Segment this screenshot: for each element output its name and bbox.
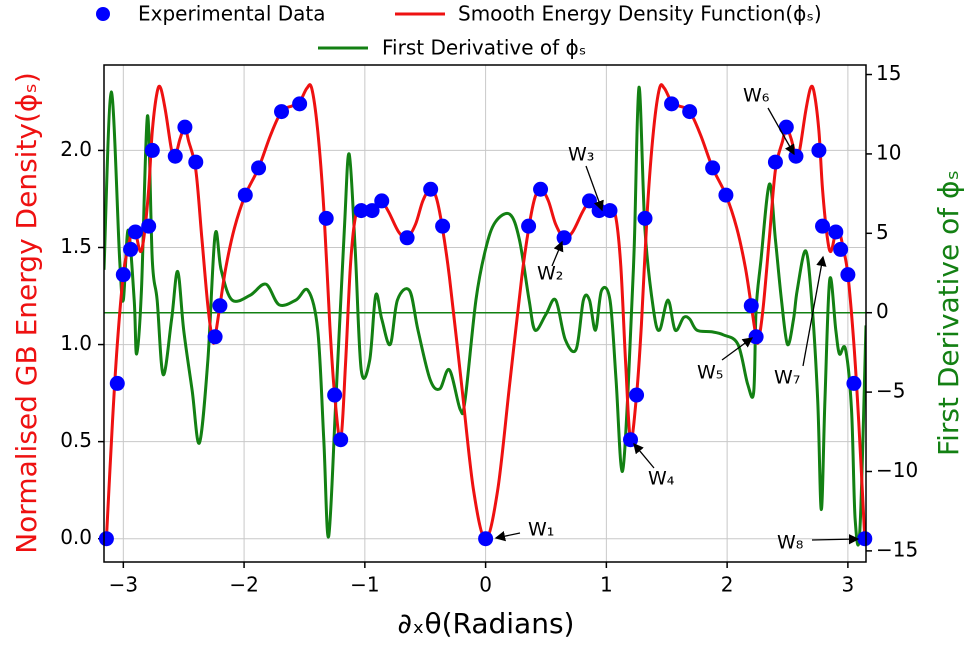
annotation: W₇ xyxy=(774,367,800,389)
y2-tick-label: −15 xyxy=(876,537,918,561)
data-point xyxy=(141,218,157,234)
data-point xyxy=(353,203,369,219)
data-point xyxy=(767,154,783,170)
x-tick-label: −1 xyxy=(350,573,379,597)
legend-label: Experimental Data xyxy=(138,2,325,26)
data-point xyxy=(682,104,698,120)
y-tick-label: 1.5 xyxy=(60,234,92,258)
data-point xyxy=(743,298,759,314)
annotation-arrow xyxy=(551,240,564,267)
data-point xyxy=(705,160,721,176)
data-point xyxy=(123,241,139,257)
x-tick-label: 3 xyxy=(842,573,855,597)
data-point xyxy=(109,375,125,391)
data-point xyxy=(423,181,439,197)
data-point xyxy=(533,181,549,197)
data-point xyxy=(828,224,844,240)
data-point xyxy=(718,187,734,203)
data-point xyxy=(292,96,308,112)
annotation: W₈ xyxy=(777,532,803,554)
data-point xyxy=(188,154,204,170)
data-point xyxy=(327,387,343,403)
data-point xyxy=(637,210,653,226)
data-point xyxy=(857,531,873,547)
y2-tick-label: −5 xyxy=(876,379,905,403)
y-tick-label: 2.0 xyxy=(60,137,92,161)
y2-tick-label: 5 xyxy=(876,220,889,244)
data-point xyxy=(237,187,253,203)
data-point xyxy=(556,230,572,246)
annotation-arrow xyxy=(494,531,521,542)
data-point xyxy=(177,119,193,135)
data-point xyxy=(846,375,862,391)
annotation: W₅ xyxy=(697,362,723,384)
x-tick-label: 2 xyxy=(721,573,734,597)
x-tick-label: −2 xyxy=(229,573,258,597)
legend-label: Smooth Energy Density Function(ϕₛ) xyxy=(458,2,822,26)
data-point xyxy=(788,148,804,164)
data-point xyxy=(115,267,131,283)
annotation-arrow xyxy=(802,255,827,367)
data-point xyxy=(207,329,223,345)
plot-frame xyxy=(103,64,867,563)
y2-tick-label: 0 xyxy=(876,299,889,323)
data-point xyxy=(840,267,856,283)
data-point xyxy=(629,387,645,403)
annotation-arrow xyxy=(633,443,655,469)
annotation-arrow xyxy=(767,107,795,156)
data-point xyxy=(333,432,349,448)
data-point xyxy=(664,96,680,112)
y-tick-label: 0.5 xyxy=(60,428,92,452)
annotation-arrow xyxy=(721,337,754,361)
data-point xyxy=(98,531,114,547)
data-point xyxy=(127,224,143,240)
curve-layer xyxy=(104,83,866,547)
legend-label: First Derivative of ϕₛ xyxy=(382,36,586,60)
data-point xyxy=(167,148,183,164)
data-point xyxy=(521,218,537,234)
data-point xyxy=(435,218,451,234)
y-axis-label: Normalised GB Energy Density(ϕₛ) xyxy=(10,72,43,554)
data-point xyxy=(478,531,494,547)
annotation-arrow xyxy=(811,533,860,545)
data-point xyxy=(251,160,267,176)
data-point xyxy=(364,203,380,219)
data-point xyxy=(833,241,849,257)
x-axis-label: ∂ₓθ(Radians) xyxy=(398,607,575,640)
data-point xyxy=(374,193,390,209)
data-point xyxy=(602,203,618,219)
data-point xyxy=(815,218,831,234)
y-tick-label: 1.0 xyxy=(60,331,92,355)
data-point xyxy=(778,119,794,135)
y2-tick-label: 10 xyxy=(876,140,901,164)
annotation: W₂ xyxy=(537,263,563,285)
data-point xyxy=(748,329,764,345)
data-point xyxy=(274,104,290,120)
annotation: W₆ xyxy=(743,85,769,107)
legend-marker xyxy=(96,7,110,21)
data-point xyxy=(144,142,160,158)
data-point xyxy=(623,432,639,448)
data-point xyxy=(811,142,827,158)
annotation: W₃ xyxy=(568,144,594,166)
line xyxy=(104,85,866,547)
data-point xyxy=(581,193,597,209)
data-point xyxy=(212,298,228,314)
data-point xyxy=(399,230,415,246)
y2-axis-label: First Derivative of ϕₛ xyxy=(932,170,965,456)
annotation-arrow xyxy=(585,165,604,212)
x-tick-label: −3 xyxy=(109,573,138,597)
x-tick-label: 0 xyxy=(479,573,492,597)
annotation: W₁ xyxy=(528,519,554,541)
data-point xyxy=(318,210,334,226)
x-tick-label: 1 xyxy=(600,573,613,597)
y-tick-label: 0.0 xyxy=(60,525,92,549)
y2-tick-label: 15 xyxy=(876,61,901,85)
y2-tick-label: −10 xyxy=(876,458,918,482)
annotation: W₄ xyxy=(648,468,675,490)
